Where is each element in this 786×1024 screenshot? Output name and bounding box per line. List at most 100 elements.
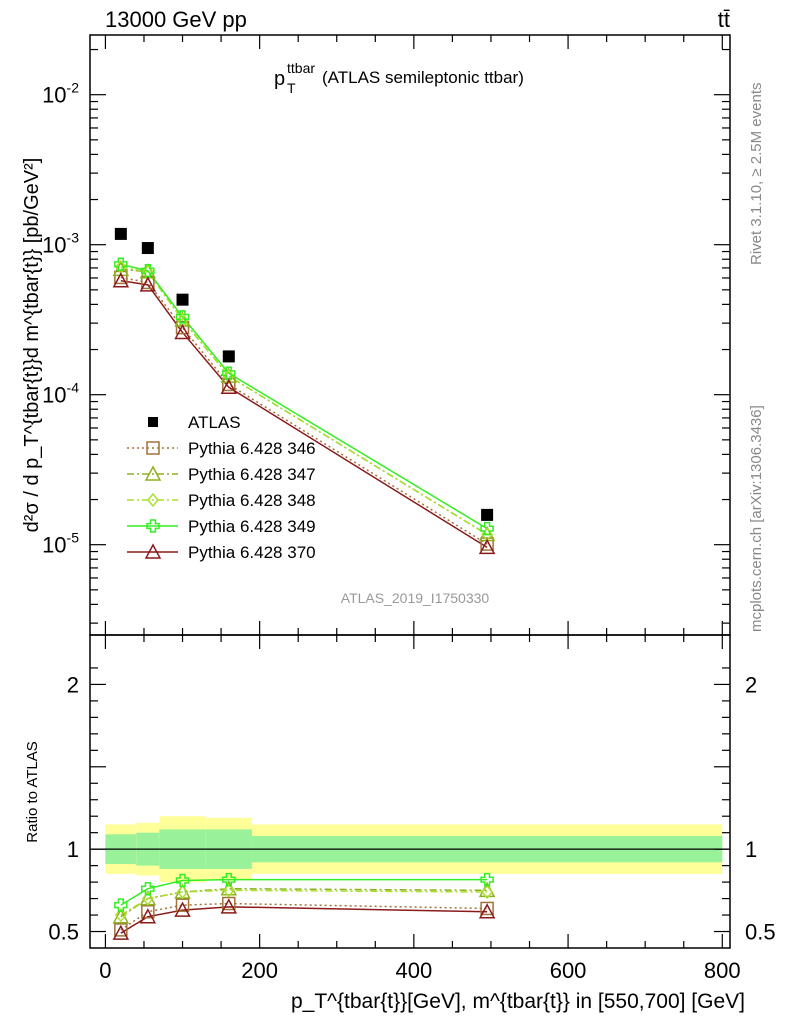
main-line-pythia-6-428-349 bbox=[120, 263, 488, 530]
ratio-panel-frame bbox=[89, 634, 731, 949]
main-point-atlas bbox=[141, 242, 154, 255]
legend-label: Pythia 6.428 347 bbox=[188, 465, 316, 484]
legend-label: Pythia 6.428 348 bbox=[188, 491, 316, 510]
x-tick-label: 600 bbox=[550, 958, 587, 983]
x-tick-label: 0 bbox=[99, 958, 111, 983]
main-point-atlas bbox=[176, 293, 189, 306]
ratio-point-pythia-6-428-348 bbox=[141, 891, 154, 906]
series-markers bbox=[112, 227, 496, 940]
side-label-mcplots: mcplots.cern.ch [arXiv:1306.3436] bbox=[748, 405, 765, 632]
ratio-line-pythia-6-428-370 bbox=[120, 906, 488, 934]
main-point-pythia-6-428-346 bbox=[222, 377, 236, 392]
ratio-point-pythia-6-428-370 bbox=[112, 924, 130, 940]
main-point-pythia-6-428-346 bbox=[480, 537, 494, 551]
y-tick-label-ratio: 2 bbox=[67, 672, 79, 697]
ratio-point-pythia-6-428-346 bbox=[222, 896, 236, 911]
main-point-pythia-6-428-349 bbox=[175, 310, 190, 324]
title-sup: ttbar bbox=[287, 60, 315, 76]
legend-marker bbox=[144, 465, 162, 481]
y-axis-label-main: d²σ / d p_T^{tbar{t}}d m^{tbar{t}} [pb/G… bbox=[21, 158, 43, 533]
main-point-pythia-6-428-349 bbox=[114, 257, 128, 272]
y-tick-label-ratio-right: 0.5 bbox=[745, 920, 776, 945]
legend-label: Pythia 6.428 370 bbox=[188, 543, 316, 562]
ratio-point-pythia-6-428-349 bbox=[114, 898, 128, 912]
ratio-line-pythia-6-428-349 bbox=[120, 878, 488, 906]
legend-entry-pythia-6-428-370: Pythia 6.428 370 bbox=[127, 543, 316, 562]
main-point-pythia-6-428-346 bbox=[114, 270, 128, 285]
main-point-pythia-6-428-346 bbox=[175, 320, 190, 335]
title-rest: (ATLAS semileptonic ttbar) bbox=[322, 68, 524, 87]
main-point-pythia-6-428-349 bbox=[222, 366, 236, 380]
legend-marker bbox=[146, 519, 160, 533]
plot-title: p T ttbar (ATLAS semileptonic ttbar) bbox=[274, 60, 524, 96]
ratio-line-pythia-6-428-346 bbox=[120, 902, 488, 931]
y-axis-label-ratio: Ratio to ATLAS bbox=[24, 741, 41, 842]
legend: ATLAS Pythia 6.428 346 Pythia 6.428 347 Pyt… bbox=[127, 413, 316, 562]
axis-tick-labels: 0 200 400 600 800 10-5 10-4 10-3 10-2 0.5 0.5 1 1 2 2 bbox=[42, 80, 776, 983]
legend-entry-pythia-6-428-346: Pythia 6.428 346 bbox=[127, 439, 316, 458]
y-tick-label-ratio: 0.5 bbox=[48, 920, 79, 945]
ratio-point-pythia-6-428-348 bbox=[222, 883, 235, 898]
y-tick-label-main: 10-2 bbox=[42, 80, 79, 108]
legend-entry-atlas: ATLAS bbox=[148, 413, 241, 432]
main-point-pythia-6-428-348 bbox=[222, 368, 235, 384]
main-point-pythia-6-428-370 bbox=[139, 276, 157, 292]
analysis-tag: ATLAS_2019_I1750330 bbox=[341, 590, 490, 606]
legend-label: ATLAS bbox=[188, 413, 241, 432]
ratio-point-pythia-6-428-370 bbox=[478, 903, 496, 919]
main-point-atlas bbox=[114, 227, 127, 240]
ratio-point-pythia-6-428-348 bbox=[114, 907, 127, 923]
ratio-point-pythia-6-428-349 bbox=[480, 872, 494, 887]
side-label-rivet: Rivet 3.1.10, ≥ 2.5M events bbox=[748, 83, 765, 266]
legend-label: Pythia 6.428 346 bbox=[188, 439, 316, 458]
legend-entry-pythia-6-428-348: Pythia 6.428 348 bbox=[127, 491, 316, 510]
ratio-point-pythia-6-428-346 bbox=[114, 923, 128, 937]
ratio-point-pythia-6-428-346 bbox=[141, 905, 155, 919]
main-point-pythia-6-428-370 bbox=[478, 538, 496, 555]
y-tick-label-ratio-right: 2 bbox=[745, 672, 757, 697]
main-line-pythia-6-428-348 bbox=[120, 266, 488, 536]
main-point-atlas bbox=[481, 508, 494, 521]
legend-marker bbox=[148, 417, 158, 427]
y-tick-label-ratio-right: 1 bbox=[745, 837, 757, 862]
main-point-pythia-6-428-370 bbox=[220, 378, 238, 395]
ratio-point-pythia-6-428-349 bbox=[175, 873, 190, 888]
legend-entry-pythia-6-428-349: Pythia 6.428 349 bbox=[127, 517, 316, 536]
header-right: tt̄ bbox=[718, 7, 730, 32]
x-axis-label: p_T^{tbar{t}}[GeV], m^{tbar{t}} in [550,… bbox=[291, 990, 745, 1013]
y-tick-label-main: 10-4 bbox=[42, 380, 79, 408]
x-tick-label: 200 bbox=[241, 958, 278, 983]
legend-marker bbox=[146, 441, 160, 455]
main-point-pythia-6-428-349 bbox=[141, 264, 155, 278]
y-tick-label-ratio: 1 bbox=[67, 837, 79, 862]
ratio-line-pythia-6-428-348 bbox=[120, 889, 488, 916]
main-point-pythia-6-428-370 bbox=[112, 272, 130, 288]
main-point-pythia-6-428-370 bbox=[174, 323, 191, 340]
title-sub: T bbox=[287, 80, 296, 96]
main-point-atlas bbox=[222, 350, 235, 363]
ratio-point-pythia-6-428-348 bbox=[481, 884, 494, 900]
title-main: p bbox=[274, 68, 285, 90]
ratio-point-pythia-6-428-349 bbox=[222, 872, 236, 887]
main-panel-frame bbox=[89, 34, 731, 636]
ratio-point-pythia-6-428-370 bbox=[139, 908, 157, 924]
y-tick-label-main: 10-3 bbox=[42, 230, 79, 258]
ratio-point-pythia-6-428-349 bbox=[141, 881, 155, 896]
ratio-point-pythia-6-428-370 bbox=[174, 901, 191, 917]
x-tick-label: 400 bbox=[395, 958, 432, 983]
legend-marker bbox=[144, 543, 162, 559]
axis-ticks bbox=[90, 35, 730, 948]
y-tick-label-main: 10-5 bbox=[42, 530, 79, 558]
legend-entry-pythia-6-428-347: Pythia 6.428 347 bbox=[127, 465, 316, 484]
ratio-point-pythia-6-428-346 bbox=[480, 901, 494, 916]
ratio-point-pythia-6-428-370 bbox=[220, 898, 238, 914]
main-line-pythia-6-428-370 bbox=[120, 279, 488, 548]
ratio-point-pythia-6-428-348 bbox=[176, 884, 189, 900]
series-lines bbox=[120, 263, 488, 934]
main-point-pythia-6-428-349 bbox=[480, 521, 494, 536]
x-tick-label: 800 bbox=[704, 958, 741, 983]
ratio-point-pythia-6-428-346 bbox=[175, 898, 190, 912]
header-left: 13000 GeV pp bbox=[105, 7, 247, 32]
legend-label: Pythia 6.428 349 bbox=[188, 517, 316, 536]
legend-marker bbox=[147, 492, 159, 508]
